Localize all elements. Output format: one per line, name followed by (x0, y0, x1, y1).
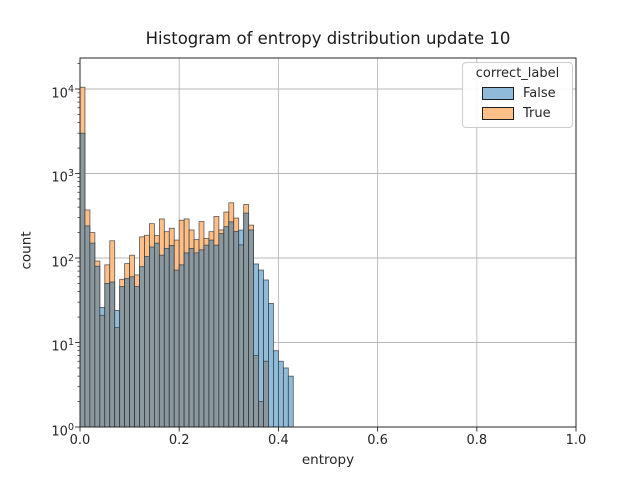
histogram-bar-overlap (124, 278, 130, 428)
legend-entries: False True (463, 86, 572, 121)
histogram-bar-overlap (119, 286, 126, 428)
histogram-bar-overlap (168, 244, 175, 428)
histogram-bar-overlap (153, 242, 160, 428)
histogram-bar-overlap (218, 233, 225, 428)
histogram-bar-overlap (89, 242, 96, 428)
histogram-bar-overlap (213, 244, 220, 428)
y-tick-label: 100 (51, 421, 74, 439)
histogram-bar-overlap (114, 327, 121, 428)
histogram-bar-overlap (149, 246, 155, 428)
histogram-bar-overlap (178, 264, 185, 428)
y-tick-label: 101 (51, 337, 74, 355)
legend-label: True (523, 106, 551, 121)
legend-entry: False (463, 86, 572, 101)
legend-title: correct_label (475, 66, 560, 81)
histogram-bar-overlap (263, 360, 269, 428)
histogram-bar-overlap (104, 283, 111, 428)
legend-entry: True (463, 106, 572, 121)
histogram-bar-overlap (198, 249, 205, 428)
legend-swatch-true (482, 107, 514, 120)
x-axis-label: entropy (301, 452, 355, 468)
histogram-bar-overlap (183, 252, 190, 428)
x-tick-label: 0.4 (268, 433, 289, 448)
histogram-bar-overlap (134, 286, 140, 428)
histogram-bar-overlap (144, 256, 150, 428)
legend-label: False (523, 86, 556, 101)
histogram-bar-overlap (129, 276, 135, 428)
histogram-bar-overlap (248, 229, 254, 428)
histogram-bar (282, 367, 289, 428)
x-tick-label: 0.0 (69, 433, 91, 448)
y-tick-label: 103 (51, 168, 74, 186)
histogram-bar-overlap (139, 266, 145, 428)
histogram-bar-overlap (243, 212, 250, 428)
histogram-bar-overlap (173, 269, 180, 428)
histogram-bar (273, 350, 279, 428)
histogram-bar-overlap (228, 221, 235, 428)
histogram-bar (268, 303, 274, 428)
histogram-bar-overlap (79, 132, 86, 428)
y-axis-label: count (18, 231, 35, 270)
histogram-bar-overlap (193, 252, 200, 428)
histogram-bar-overlap (99, 314, 106, 428)
histogram-bar-overlap (158, 254, 165, 428)
x-tick-label: 0.2 (168, 433, 190, 448)
legend: correct_label False True (462, 62, 573, 128)
axes-border (79, 57, 577, 428)
histogram-bar-overlap (188, 247, 195, 428)
x-tick-label: 0.8 (466, 433, 488, 448)
y-tick-label: 102 (51, 252, 74, 270)
histogram-bar-overlap (208, 239, 215, 428)
histogram-bar-overlap (238, 244, 245, 428)
histogram-bar-overlap (233, 230, 240, 428)
histogram-bar-overlap (223, 226, 230, 428)
histogram-bar-overlap (203, 244, 210, 428)
histogram-bar (277, 360, 284, 428)
histogram-bar-overlap (163, 247, 170, 428)
y-tick-label: 104 (51, 83, 74, 101)
histogram-bar-overlap (94, 265, 101, 428)
x-tick-label: 1.0 (565, 433, 587, 448)
chart-title: Histogram of entropy distribution update… (145, 29, 511, 48)
histogram-bar-overlap (84, 225, 91, 428)
histogram-bar-overlap (109, 281, 116, 428)
legend-swatch-false (482, 87, 514, 100)
x-tick-label: 0.6 (367, 433, 388, 448)
histogram-bar (287, 375, 294, 428)
histogram-bar-overlap (253, 355, 259, 428)
histogram-bar-overlap (258, 401, 264, 428)
